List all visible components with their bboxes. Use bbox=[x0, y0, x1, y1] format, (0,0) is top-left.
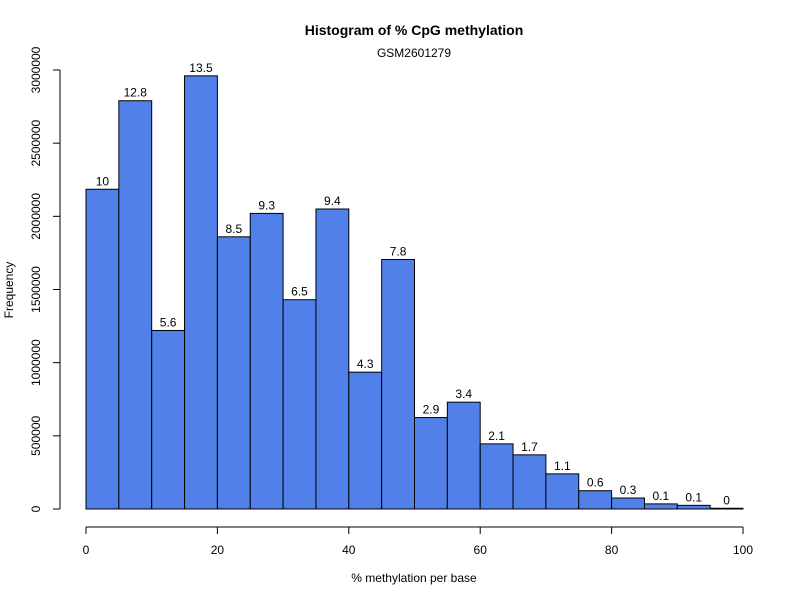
histogram-bar bbox=[709, 507, 744, 510]
histogram-bar bbox=[85, 188, 120, 510]
bar-data-label: 3.4 bbox=[455, 387, 472, 401]
histogram-bar bbox=[315, 208, 350, 510]
y-tick-label: 500000 bbox=[29, 415, 43, 455]
bar-data-label: 9.4 bbox=[324, 194, 341, 208]
bar-data-label: 2.9 bbox=[423, 403, 440, 417]
bar-data-label: 0 bbox=[723, 493, 730, 507]
x-tick-label: 60 bbox=[474, 543, 488, 557]
histogram-bar bbox=[348, 371, 383, 510]
bar-data-label: 7.8 bbox=[390, 245, 407, 259]
x-tick-label: 80 bbox=[605, 543, 619, 557]
histogram-bar bbox=[446, 401, 481, 510]
histogram-bar bbox=[414, 417, 448, 510]
histogram-bar bbox=[381, 259, 415, 510]
histogram-bar bbox=[578, 490, 613, 510]
histogram-bar bbox=[512, 454, 547, 510]
y-tick-label: 1000000 bbox=[29, 339, 43, 386]
y-axis-label: Frequency bbox=[2, 262, 16, 319]
histogram-bar bbox=[118, 100, 153, 510]
bar-data-label: 10 bbox=[96, 174, 110, 188]
x-axis: 0 20 40 60 80 100 bbox=[83, 526, 753, 557]
x-tick-label: 100 bbox=[733, 543, 753, 557]
x-tick-label: 40 bbox=[342, 543, 356, 557]
bar-data-label: 8.5 bbox=[225, 222, 242, 236]
bar-data-label: 0.1 bbox=[685, 490, 702, 504]
histogram-bar bbox=[479, 443, 514, 510]
bar-data-label: 6.5 bbox=[291, 285, 308, 299]
x-tick-label: 0 bbox=[83, 543, 90, 557]
bars-group bbox=[85, 75, 744, 510]
chart-title: Histogram of % CpG methylation bbox=[305, 22, 524, 38]
y-tick-label: 0 bbox=[29, 505, 43, 512]
chart-subtitle: GSM2601279 bbox=[377, 46, 451, 60]
bar-data-label: 2.1 bbox=[488, 429, 505, 443]
y-tick-label: 2500000 bbox=[29, 119, 43, 166]
histogram-bar bbox=[249, 212, 284, 510]
histogram-bar bbox=[611, 497, 645, 510]
bar-data-label: 5.6 bbox=[160, 315, 177, 329]
bar-data-label: 0.3 bbox=[620, 483, 637, 497]
y-tick-label: 3000000 bbox=[29, 46, 43, 93]
histogram-bar bbox=[184, 75, 218, 510]
bar-labels-group: 10 12.8 5.6 13.5 8.5 9.3 6.5 9.4 4.3 7.8 2.9 3.4 2.1… bbox=[96, 61, 730, 507]
bar-data-label: 1.1 bbox=[554, 459, 571, 473]
histogram-bar bbox=[216, 236, 251, 510]
bar-data-label: 0.1 bbox=[653, 489, 670, 503]
histogram-bar bbox=[676, 504, 711, 510]
bar-data-label: 9.3 bbox=[258, 198, 275, 212]
histogram-bar bbox=[151, 329, 186, 510]
y-tick-label: 2000000 bbox=[29, 193, 43, 240]
bar-data-label: 13.5 bbox=[189, 61, 213, 75]
x-tick-label: 20 bbox=[211, 543, 225, 557]
bar-data-label: 12.8 bbox=[124, 86, 148, 100]
bar-data-label: 4.3 bbox=[357, 357, 374, 371]
bar-data-label: 0.6 bbox=[587, 476, 604, 490]
histogram-bar bbox=[643, 503, 678, 510]
histogram-bar bbox=[282, 299, 317, 510]
y-axis: 0 500000 1000000 1500000 2000000 2500000 30000… bbox=[29, 46, 61, 512]
x-axis-label: % methylation per base bbox=[351, 571, 477, 585]
histogram-bar bbox=[545, 473, 580, 510]
bar-data-label: 1.7 bbox=[521, 440, 538, 454]
y-tick-label: 1500000 bbox=[29, 266, 43, 313]
